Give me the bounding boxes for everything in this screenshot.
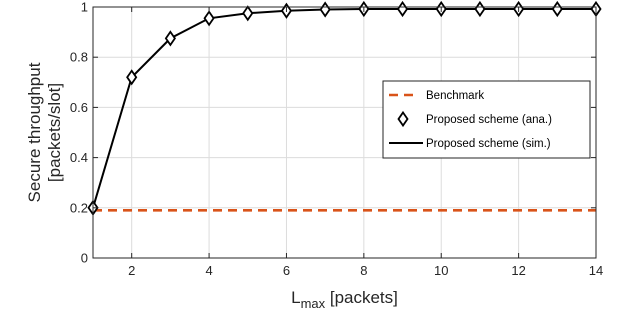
y-tick-label: 0.2 [70,200,88,215]
plot-frame [92,6,597,259]
y-tick-label: 0.4 [70,150,88,165]
x-tick-label: 8 [360,263,367,278]
tick-labels: 2 4 6 8 10 12 14 0 0.2 0.4 0.6 0.8 1 [70,0,603,278]
x-axis-label-subscript: max [301,296,326,311]
legend-label-proposed-ana: Proposed scheme (ana.) [426,114,552,126]
y-tick-label: 1 [81,0,88,15]
x-tick-label: 14 [589,263,603,278]
series-proposed-ana-point [203,10,215,27]
legend-label-proposed-sim: Proposed scheme (sim.) [426,138,551,150]
x-tick-label: 2 [128,263,135,278]
series-proposed-ana-point [242,5,254,22]
legend: Benchmark Proposed scheme (ana.) Propose… [382,80,591,159]
x-tick-label: 4 [205,263,212,278]
x-tick-label: 10 [434,263,448,278]
x-axis-label-unit: [packets] [325,288,398,307]
x-axis-label-main: L [291,288,300,307]
y-axis-label-line2: [packets/slot] [45,83,64,182]
axis-ticks [93,6,597,259]
legend-swatch-proposed-ana [397,110,409,128]
x-tick-label: 12 [511,263,525,278]
legend-box [382,80,591,159]
series-proposed-sim-line [92,8,596,209]
x-tick-label: 6 [283,263,290,278]
y-tick-label: 0.6 [70,100,88,115]
series-proposed-ana-point [164,30,176,47]
y-tick-label: 0.8 [70,50,88,65]
y-tick-label: 0 [81,251,88,266]
y-axis-label-line1: Secure throughput [25,62,44,202]
series-proposed-ana-point [126,69,138,86]
legend-label-benchmark: Benchmark [426,90,484,102]
x-axis-label: Lmax [packets] [291,288,398,311]
